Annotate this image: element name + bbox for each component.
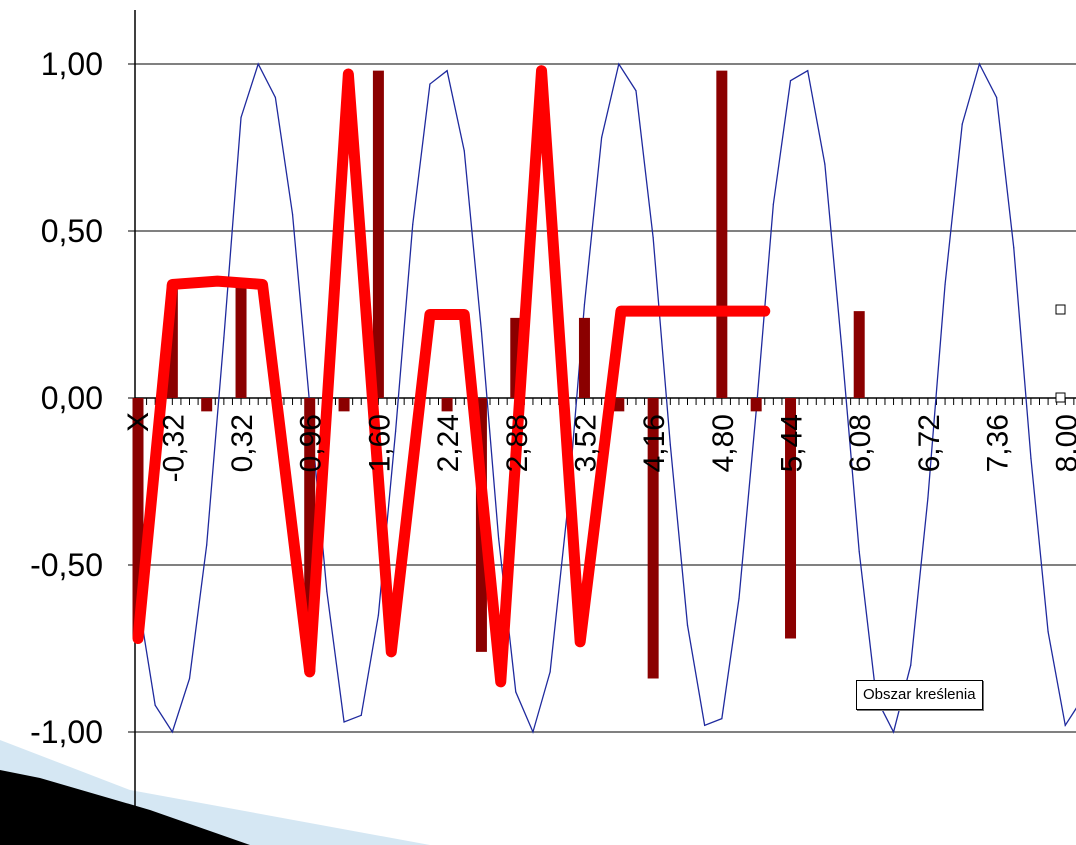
data-point [635, 90, 637, 92]
data-point [515, 691, 517, 693]
series-line-thin [137, 62, 1076, 734]
data-point [257, 63, 259, 65]
data-point [429, 83, 431, 85]
data-point [944, 283, 946, 286]
data-point [824, 163, 826, 165]
y-tick-label: -1,00 [30, 714, 103, 750]
data-point [498, 537, 500, 539]
data-point [394, 430, 397, 432]
data-point [686, 624, 689, 626]
data-point [360, 714, 362, 716]
data-point [583, 303, 586, 306]
data-point [789, 80, 792, 82]
label-layer: 1,00 0,50 0,00 -0,50 -1,00 -0,32 0,32 0,96 1,60 2… [30, 46, 1076, 750]
data-point [601, 136, 603, 139]
data-point [1064, 724, 1066, 726]
x-tick-label: 2,88 [501, 414, 534, 472]
data-point [154, 704, 156, 706]
x-tick-label: 6,08 [844, 414, 877, 472]
data-point [532, 731, 534, 733]
data-point [240, 116, 242, 119]
x-tick-label: 0,32 [226, 414, 259, 472]
data-point [1030, 457, 1032, 459]
x-tick-label: 3,52 [569, 414, 602, 472]
y-tick-label: 0,50 [41, 213, 103, 249]
x-tick-label: 8,00 [1050, 414, 1076, 472]
x-tick-label: 6,72 [913, 414, 946, 472]
data-point [772, 203, 774, 205]
data-point [223, 337, 225, 339]
data-point [978, 63, 981, 65]
data-point [807, 70, 809, 72]
selection-handle-top[interactable] [1055, 304, 1066, 315]
y-tick-label: 1,00 [41, 46, 103, 82]
decor-dark-shape [0, 770, 250, 845]
data-point [463, 150, 465, 152]
x-tick-label: 7,36 [982, 414, 1015, 472]
data-point [910, 664, 912, 666]
x-tick-label: 5,44 [776, 414, 809, 472]
data-point [738, 597, 740, 600]
data-point [1013, 247, 1015, 249]
y-tick-label: -0,50 [30, 547, 103, 583]
data-point [412, 223, 414, 225]
data-point [618, 63, 620, 65]
x-tick-label: 4,16 [638, 414, 671, 472]
x-tick-label: 0,96 [295, 414, 328, 472]
data-point [841, 350, 843, 352]
data-point [291, 213, 294, 215]
plot-area-tooltip: Obszar kreślenia [856, 680, 983, 710]
x-tick-label: 2,24 [432, 414, 465, 472]
series-line-thick [132, 65, 771, 688]
data-point [704, 724, 706, 726]
selection-handle-bottom[interactable] [1055, 392, 1066, 403]
data-point [652, 237, 654, 239]
data-point [446, 70, 448, 72]
data-point [858, 551, 860, 553]
data-point [721, 718, 723, 720]
data-point [343, 721, 345, 723]
x-axis-label: X [122, 412, 155, 432]
data-point [274, 96, 276, 98]
y-tick-label: 0,00 [41, 380, 103, 416]
data-point [377, 614, 380, 616]
data-point [206, 544, 208, 546]
data-point [927, 497, 929, 499]
data-point [995, 96, 998, 98]
data-point [892, 731, 895, 733]
data-point [326, 591, 328, 593]
data-point [1047, 631, 1049, 633]
data-point [171, 731, 173, 733]
data-point [549, 671, 551, 673]
x-tick-label: 4,80 [707, 414, 740, 472]
data-point [480, 330, 483, 332]
data-point [188, 677, 191, 680]
data-point [669, 444, 671, 446]
x-tick-label: 1,60 [363, 414, 396, 472]
x-tick-label: -0,32 [157, 414, 190, 482]
series-layer [132, 62, 1076, 734]
data-point [961, 123, 963, 125]
